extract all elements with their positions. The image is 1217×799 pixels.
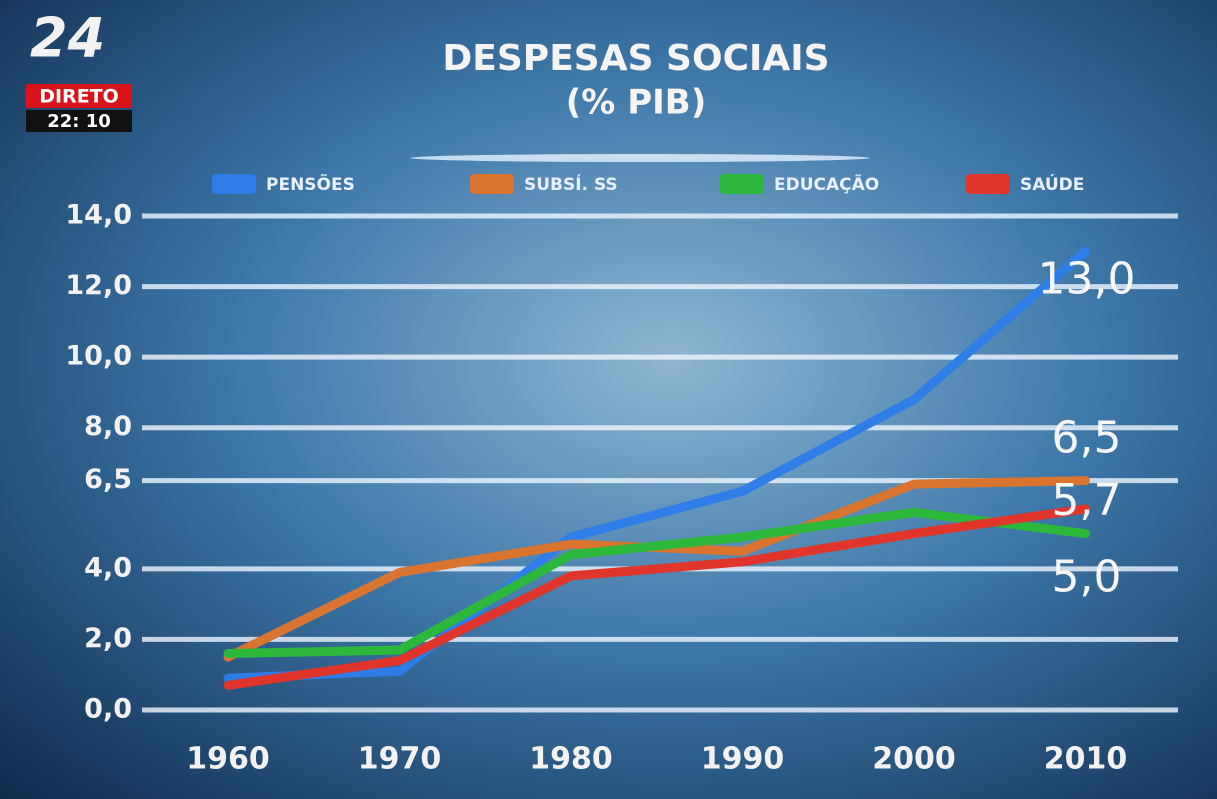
series-line	[223, 504, 1090, 690]
legend-label: EDUCAÇÃO	[774, 172, 879, 195]
live-text: DIRETO	[39, 86, 119, 108]
legend-swatch	[470, 174, 514, 194]
x-tick-label: 1980	[529, 742, 613, 777]
x-tick-label: 1990	[701, 742, 785, 777]
legend-swatch	[966, 174, 1010, 194]
y-tick-label: 10,0	[65, 341, 132, 372]
chart-title: DESPESAS SOCIAIS	[442, 38, 829, 79]
x-tick-label: 1970	[358, 742, 442, 777]
clock: 22: 10	[47, 111, 111, 132]
data-label: 5,0	[1052, 552, 1122, 603]
series-line	[223, 507, 1090, 659]
x-tick-label: 2010	[1044, 742, 1128, 777]
y-tick-label: 14,0	[65, 200, 132, 231]
y-tick-label: 12,0	[65, 270, 132, 301]
clock-badge	[26, 110, 132, 132]
x-tick-label: 2000	[872, 742, 956, 777]
legend-label: SAÚDE	[1020, 173, 1084, 195]
data-label: 5,7	[1052, 475, 1122, 526]
y-tick-label: 6,5	[84, 464, 132, 495]
series-line	[223, 246, 1090, 683]
legend-swatch	[720, 174, 764, 194]
data-label: 13,0	[1038, 253, 1136, 304]
decor	[410, 154, 870, 162]
y-tick-label: 0,0	[84, 694, 132, 725]
y-tick-label: 2,0	[84, 623, 132, 654]
x-tick-label: 1960	[186, 742, 270, 777]
y-tick-label: 4,0	[84, 552, 132, 583]
y-tick-label: 8,0	[84, 411, 132, 442]
legend-label: SUBSÍ. SS	[524, 173, 618, 195]
live-badge	[26, 84, 132, 108]
legend-label: PENSÕES	[266, 172, 355, 195]
data-label: 6,5	[1052, 413, 1122, 464]
chart-subtitle: (% PIB)	[566, 83, 706, 123]
channel-logo: 24	[30, 7, 105, 70]
legend-swatch	[212, 174, 256, 194]
